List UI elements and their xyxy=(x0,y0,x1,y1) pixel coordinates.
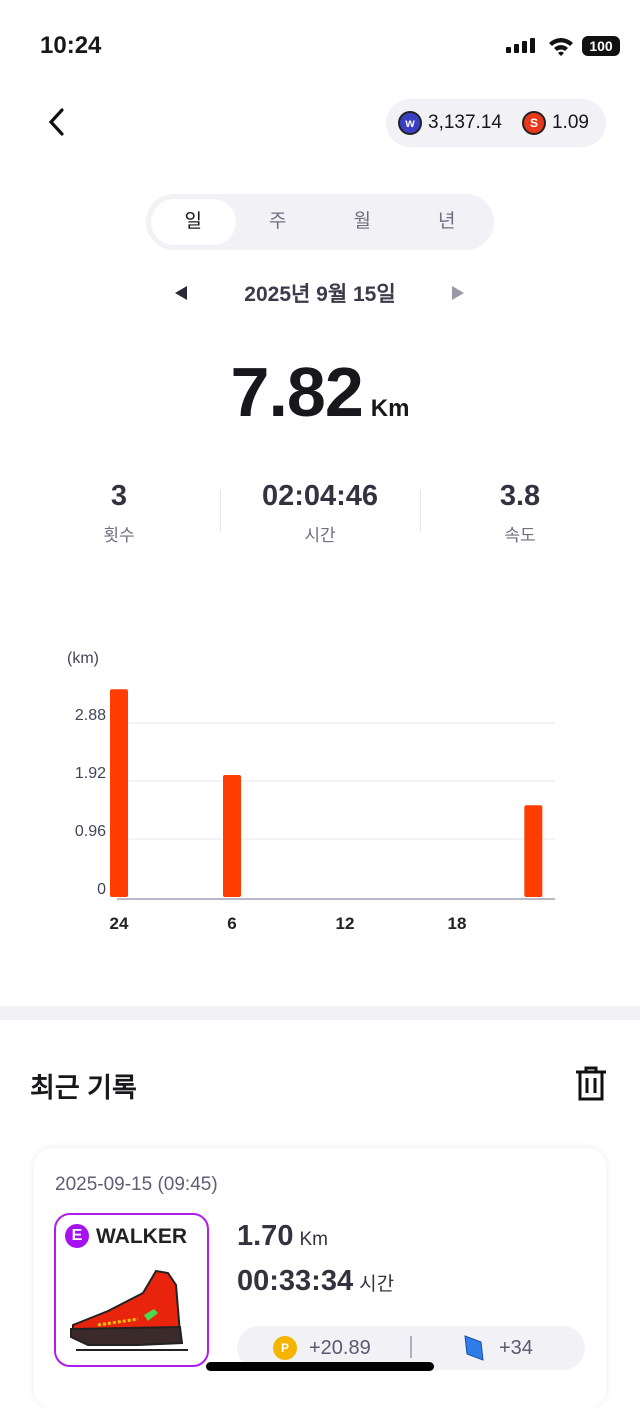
tab-year[interactable]: 년 xyxy=(438,211,456,232)
distance-value: 1.70 xyxy=(237,1220,294,1252)
x-tick: 18 xyxy=(447,914,467,933)
tab-week[interactable]: 주 xyxy=(269,211,287,232)
time-value: 00:33:34 xyxy=(237,1265,354,1297)
gem-icon xyxy=(464,1335,484,1361)
bar xyxy=(524,805,543,897)
shoe-name: WALKER xyxy=(96,1225,187,1248)
home-indicator[interactable] xyxy=(206,1362,434,1371)
wifi-icon xyxy=(549,38,573,56)
record-distance: 1.70 Km xyxy=(237,1220,328,1253)
selected-date: 2025년 9월 15일 xyxy=(244,283,396,306)
distance-unit: Km xyxy=(370,395,410,422)
divider xyxy=(410,1336,412,1358)
stat-value: 3 xyxy=(110,480,128,512)
y-axis-label: (km) xyxy=(67,650,99,667)
bar xyxy=(223,774,241,897)
next-date-icon[interactable] xyxy=(452,286,464,300)
y-tick: 0 xyxy=(97,881,106,898)
status-time: 10:24 xyxy=(40,32,102,59)
y-tick: 1.92 xyxy=(74,765,106,782)
stat-label: 시간 xyxy=(304,526,336,545)
x-tick: 6 xyxy=(227,914,237,933)
trash-icon[interactable] xyxy=(574,1066,608,1102)
wallet-balance[interactable]: w 3,137.14 S 1.09 xyxy=(386,99,606,147)
distance-bar-chart xyxy=(110,689,555,900)
stat-count: 3 횟수 xyxy=(19,480,219,546)
stat-value: 3.8 xyxy=(499,480,541,512)
y-tick: 2.88 xyxy=(74,707,106,724)
total-distance: 7.82 Km xyxy=(0,352,640,432)
x-tick: 24 xyxy=(109,914,129,933)
sneaker-icon xyxy=(70,1269,188,1351)
s-coin-icon: S xyxy=(521,111,546,135)
record-time: 00:33:34 시간 xyxy=(237,1265,394,1298)
w-coin-balance: 3,137.14 xyxy=(428,112,502,133)
tab-day[interactable]: 일 xyxy=(151,199,236,245)
w-coin-icon: w xyxy=(398,111,422,135)
stat-value: 02:04:46 xyxy=(261,480,379,512)
shoe-card[interactable]: E WALKER xyxy=(54,1213,209,1367)
x-tick: 12 xyxy=(335,914,355,933)
stat-speed: 3.8 속도 xyxy=(420,480,620,546)
battery-icon: 100 xyxy=(582,36,620,56)
y-tick: 0.96 xyxy=(74,823,106,840)
distance-unit: Km xyxy=(299,1229,328,1250)
divider xyxy=(220,490,221,532)
grade-badge: E xyxy=(65,1224,89,1248)
distance-value: 7.82 xyxy=(230,353,364,431)
stat-label: 횟수 xyxy=(103,526,135,545)
s-coin-balance: 1.09 xyxy=(551,112,589,133)
section-divider xyxy=(0,1006,640,1020)
stat-label: 속도 xyxy=(504,526,536,545)
point-reward: +20.89 xyxy=(309,1337,371,1359)
signal-icon xyxy=(506,38,535,53)
stat-time: 02:04:46 시간 xyxy=(220,480,420,546)
time-unit: 시간 xyxy=(359,1274,395,1295)
divider xyxy=(420,490,421,532)
gem-reward: +34 xyxy=(499,1337,533,1359)
point-coin-icon: P xyxy=(273,1336,297,1360)
period-tabs: 일 주 월 년 xyxy=(146,194,494,250)
bar xyxy=(110,689,128,897)
recent-records-title: 최근 기록 xyxy=(30,1073,137,1103)
back-arrow-icon[interactable] xyxy=(40,104,76,140)
prev-date-icon[interactable] xyxy=(175,286,187,300)
tab-month[interactable]: 월 xyxy=(353,211,371,232)
record-date: 2025-09-15 (09:45) xyxy=(55,1174,218,1195)
